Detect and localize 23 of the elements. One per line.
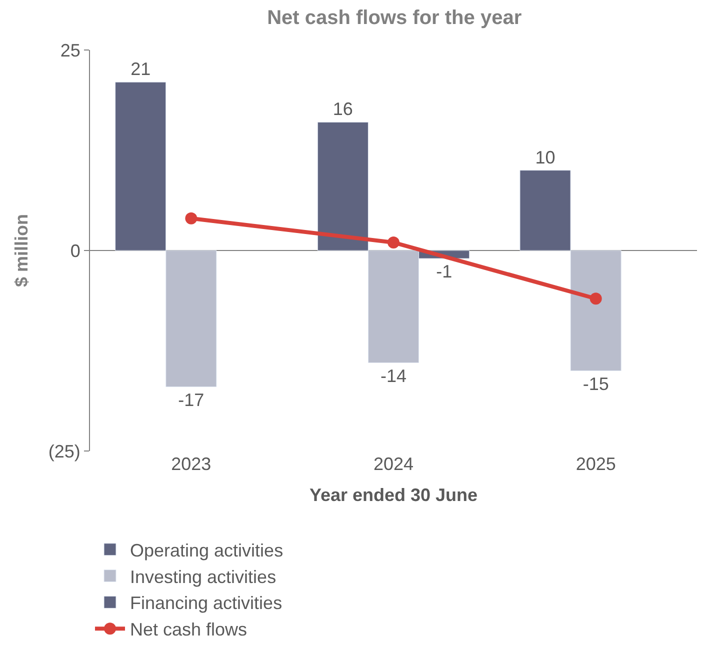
data-label: 21 [130, 59, 151, 80]
y-axis-title: $ million [12, 214, 32, 288]
data-label: -15 [582, 374, 609, 394]
legend-label: Net cash flows [130, 620, 248, 640]
point [388, 236, 400, 248]
legend-label: Investing activities [130, 566, 276, 587]
x-axis-title: Year ended 30 June [309, 485, 478, 506]
point [590, 292, 602, 305]
data-label: 10 [535, 147, 556, 168]
y-tick-label: 0 [70, 240, 80, 261]
y-tick-label: (25) [48, 441, 80, 462]
chart-title: Net cash flows for the year [267, 6, 522, 29]
data-label: -14 [380, 366, 407, 386]
data-label: -17 [178, 390, 204, 410]
legend-label: Financing activities [130, 593, 282, 614]
x-tick-label: 2025 [576, 454, 616, 474]
x-tick-label: 2023 [171, 454, 212, 474]
y-tick-label: 25 [60, 40, 80, 60]
data-label: 16 [332, 99, 353, 120]
legend-label: Operating activities [130, 540, 284, 560]
point [185, 212, 198, 224]
x-tick-label: 2024 [373, 454, 414, 474]
data-label: -1 [436, 262, 452, 282]
